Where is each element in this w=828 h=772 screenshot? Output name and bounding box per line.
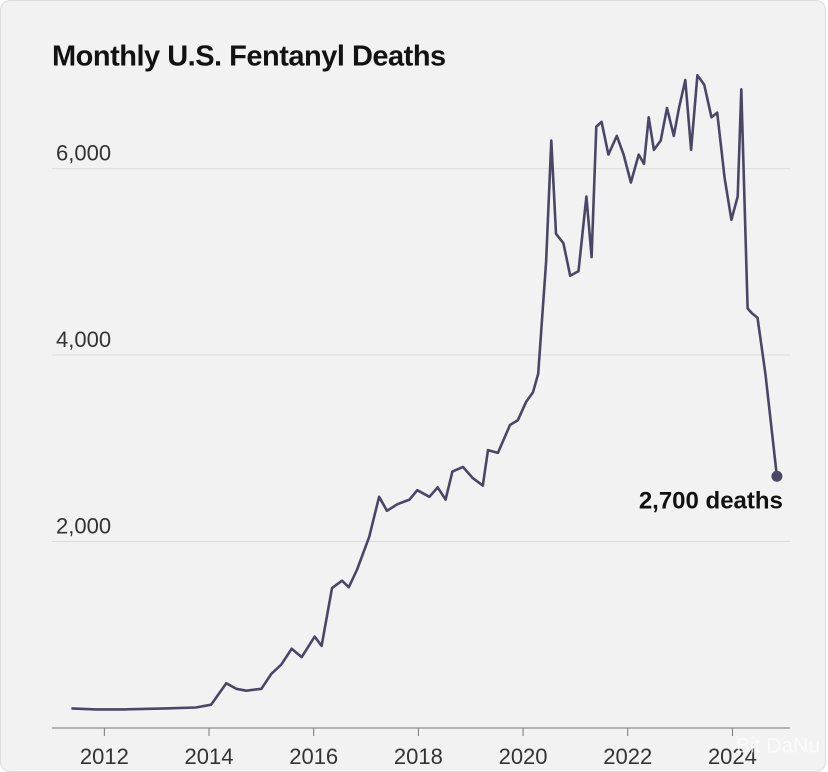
x-tick-label: 2014 <box>185 744 234 769</box>
x-tick-label: 2016 <box>289 744 338 769</box>
x-tick-label: 2024 <box>708 744 757 769</box>
x-tick-label: 2020 <box>499 744 548 769</box>
y-tick-label: 6,000 <box>56 140 111 165</box>
end-point <box>771 470 783 482</box>
x-tick-label: 2018 <box>394 744 443 769</box>
data-line <box>71 74 779 711</box>
watermark: Bit DaNu <box>736 735 820 758</box>
x-tick-label: 2012 <box>80 744 129 769</box>
annotation: 2,700 deaths <box>639 488 783 515</box>
y-tick-label: 4,000 <box>56 327 111 352</box>
chart-title: Monthly U.S. Fentanyl Deaths <box>52 41 446 73</box>
y-tick-label: 2,000 <box>56 513 111 538</box>
x-tick-label: 2022 <box>603 744 652 769</box>
